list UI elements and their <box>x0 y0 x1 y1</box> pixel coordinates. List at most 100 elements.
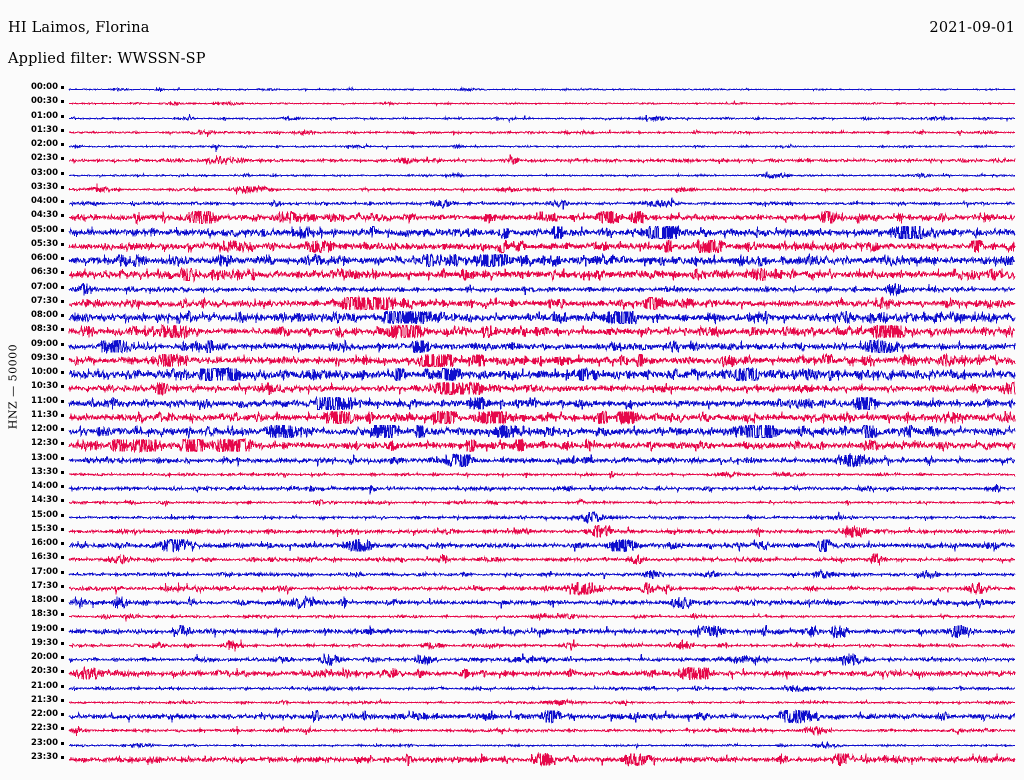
row-tick-marker <box>61 328 64 332</box>
seismic-trace <box>68 224 1016 239</box>
seismic-trace <box>68 653 1016 666</box>
seismic-trace <box>68 100 1016 108</box>
trace-row-time-label: 05:30 <box>30 238 58 249</box>
trace-row-time-label: 21:30 <box>30 694 58 705</box>
trace-row: 01:30 <box>0 125 1024 140</box>
seismic-trace <box>68 197 1016 210</box>
row-tick-marker <box>61 456 64 460</box>
row-tick-marker <box>61 627 64 631</box>
row-tick-marker <box>61 727 64 731</box>
trace-row-time-label: 19:00 <box>30 623 58 634</box>
trace-row: 14:00 <box>0 481 1024 496</box>
applied-filter-label: Applied filter: WWSSN-SP <box>8 51 206 67</box>
seismic-trace <box>68 266 1016 283</box>
trace-row-time-label: 03:00 <box>30 167 58 178</box>
seismic-trace <box>68 740 1016 750</box>
row-tick-marker <box>61 656 64 659</box>
trace-row-time-label: 22:30 <box>30 723 58 734</box>
trace-row-time-label: 10:30 <box>30 381 58 392</box>
row-tick-marker <box>61 271 64 275</box>
trace-row-time-label: 06:30 <box>30 267 58 278</box>
trace-row-time-label: 09:30 <box>30 352 58 363</box>
trace-row: 18:00 <box>0 594 1024 611</box>
trace-row-time-label: 20:30 <box>30 666 58 677</box>
row-tick-marker <box>61 584 64 588</box>
row-tick-marker <box>61 542 64 545</box>
trace-row-time-label: 16:30 <box>30 552 58 563</box>
trace-row: 18:30 <box>0 609 1024 624</box>
seismic-trace <box>68 624 1016 639</box>
seismic-trace <box>68 409 1016 426</box>
seismic-trace <box>68 381 1016 397</box>
seismic-trace <box>68 581 1016 596</box>
row-tick-marker <box>61 684 64 688</box>
trace-row-time-label: 18:00 <box>30 595 58 605</box>
row-tick-marker <box>61 399 64 403</box>
seismic-trace <box>68 142 1016 152</box>
row-tick-marker <box>61 257 64 260</box>
trace-row: 17:00 <box>0 567 1024 582</box>
row-tick-marker <box>61 371 64 374</box>
trace-row: 22:30 <box>0 723 1024 738</box>
row-tick-marker <box>61 713 64 716</box>
seismic-trace <box>68 725 1016 737</box>
row-tick-marker <box>61 570 64 574</box>
helicorder-plot: 00:00 00:30 01:00 01:30 02:00 02:30 03:00 03:30… <box>0 78 1024 778</box>
row-tick-marker <box>61 741 64 745</box>
seismic-trace <box>68 352 1016 368</box>
trace-row-time-label: 14:30 <box>30 495 58 506</box>
row-tick-marker <box>61 613 64 617</box>
seismic-trace <box>68 452 1016 468</box>
seismic-trace <box>68 154 1016 166</box>
trace-row-time-label: 02:00 <box>30 139 58 149</box>
trace-row: 22:00 <box>0 709 1024 724</box>
trace-row: 20:00 <box>0 652 1024 667</box>
trace-row-time-label: 00:30 <box>30 96 58 107</box>
trace-row: 19:30 <box>0 637 1024 653</box>
row-tick-marker <box>61 470 64 474</box>
seismic-trace <box>68 309 1016 326</box>
row-tick-marker <box>61 527 64 531</box>
trace-row-time-label: 12:00 <box>30 424 58 434</box>
row-tick-marker <box>61 413 64 417</box>
trace-row: 03:30 <box>0 182 1024 197</box>
trace-row-time-label: 01:00 <box>30 110 58 121</box>
seismic-trace <box>68 470 1016 479</box>
row-tick-marker <box>61 356 64 360</box>
seismic-trace <box>68 524 1016 538</box>
row-tick-marker <box>61 442 64 446</box>
seismic-trace <box>68 498 1016 507</box>
seismic-trace <box>68 238 1016 254</box>
seismic-trace <box>68 252 1016 268</box>
trace-row-time-label: 09:00 <box>30 338 58 349</box>
row-tick-marker <box>61 698 64 702</box>
trace-row: 23:00 <box>0 738 1024 753</box>
seismic-trace <box>68 510 1016 525</box>
trace-row-time-label: 22:00 <box>30 709 58 719</box>
trace-row: 07:30 <box>0 295 1024 311</box>
trace-row: 13:00 <box>0 452 1024 468</box>
trace-row-time-label: 07:30 <box>30 295 58 306</box>
trace-row: 10:00 <box>0 366 1024 382</box>
trace-row-time-label: 06:00 <box>30 253 58 263</box>
row-tick-marker <box>61 114 64 118</box>
seismic-trace <box>68 568 1016 579</box>
trace-row: 07:00 <box>0 282 1024 297</box>
seismic-trace <box>68 666 1016 681</box>
seismic-trace <box>68 282 1016 297</box>
trace-row-time-label: 02:30 <box>30 153 58 164</box>
seismic-trace <box>68 553 1016 566</box>
trace-row-time-label: 08:30 <box>30 324 58 335</box>
date-label: 2021-09-01 <box>929 20 1015 36</box>
trace-row: 11:00 <box>0 395 1024 411</box>
row-tick-marker <box>61 200 64 203</box>
row-tick-marker <box>61 670 64 674</box>
trace-row-time-label: 19:30 <box>30 637 58 648</box>
trace-row-time-label: 04:30 <box>30 210 58 221</box>
trace-row-time-label: 16:00 <box>30 538 58 548</box>
seismic-trace <box>68 366 1016 382</box>
seismic-trace <box>68 210 1016 226</box>
trace-row-time-label: 13:30 <box>30 466 58 477</box>
trace-row: 19:00 <box>0 623 1024 639</box>
